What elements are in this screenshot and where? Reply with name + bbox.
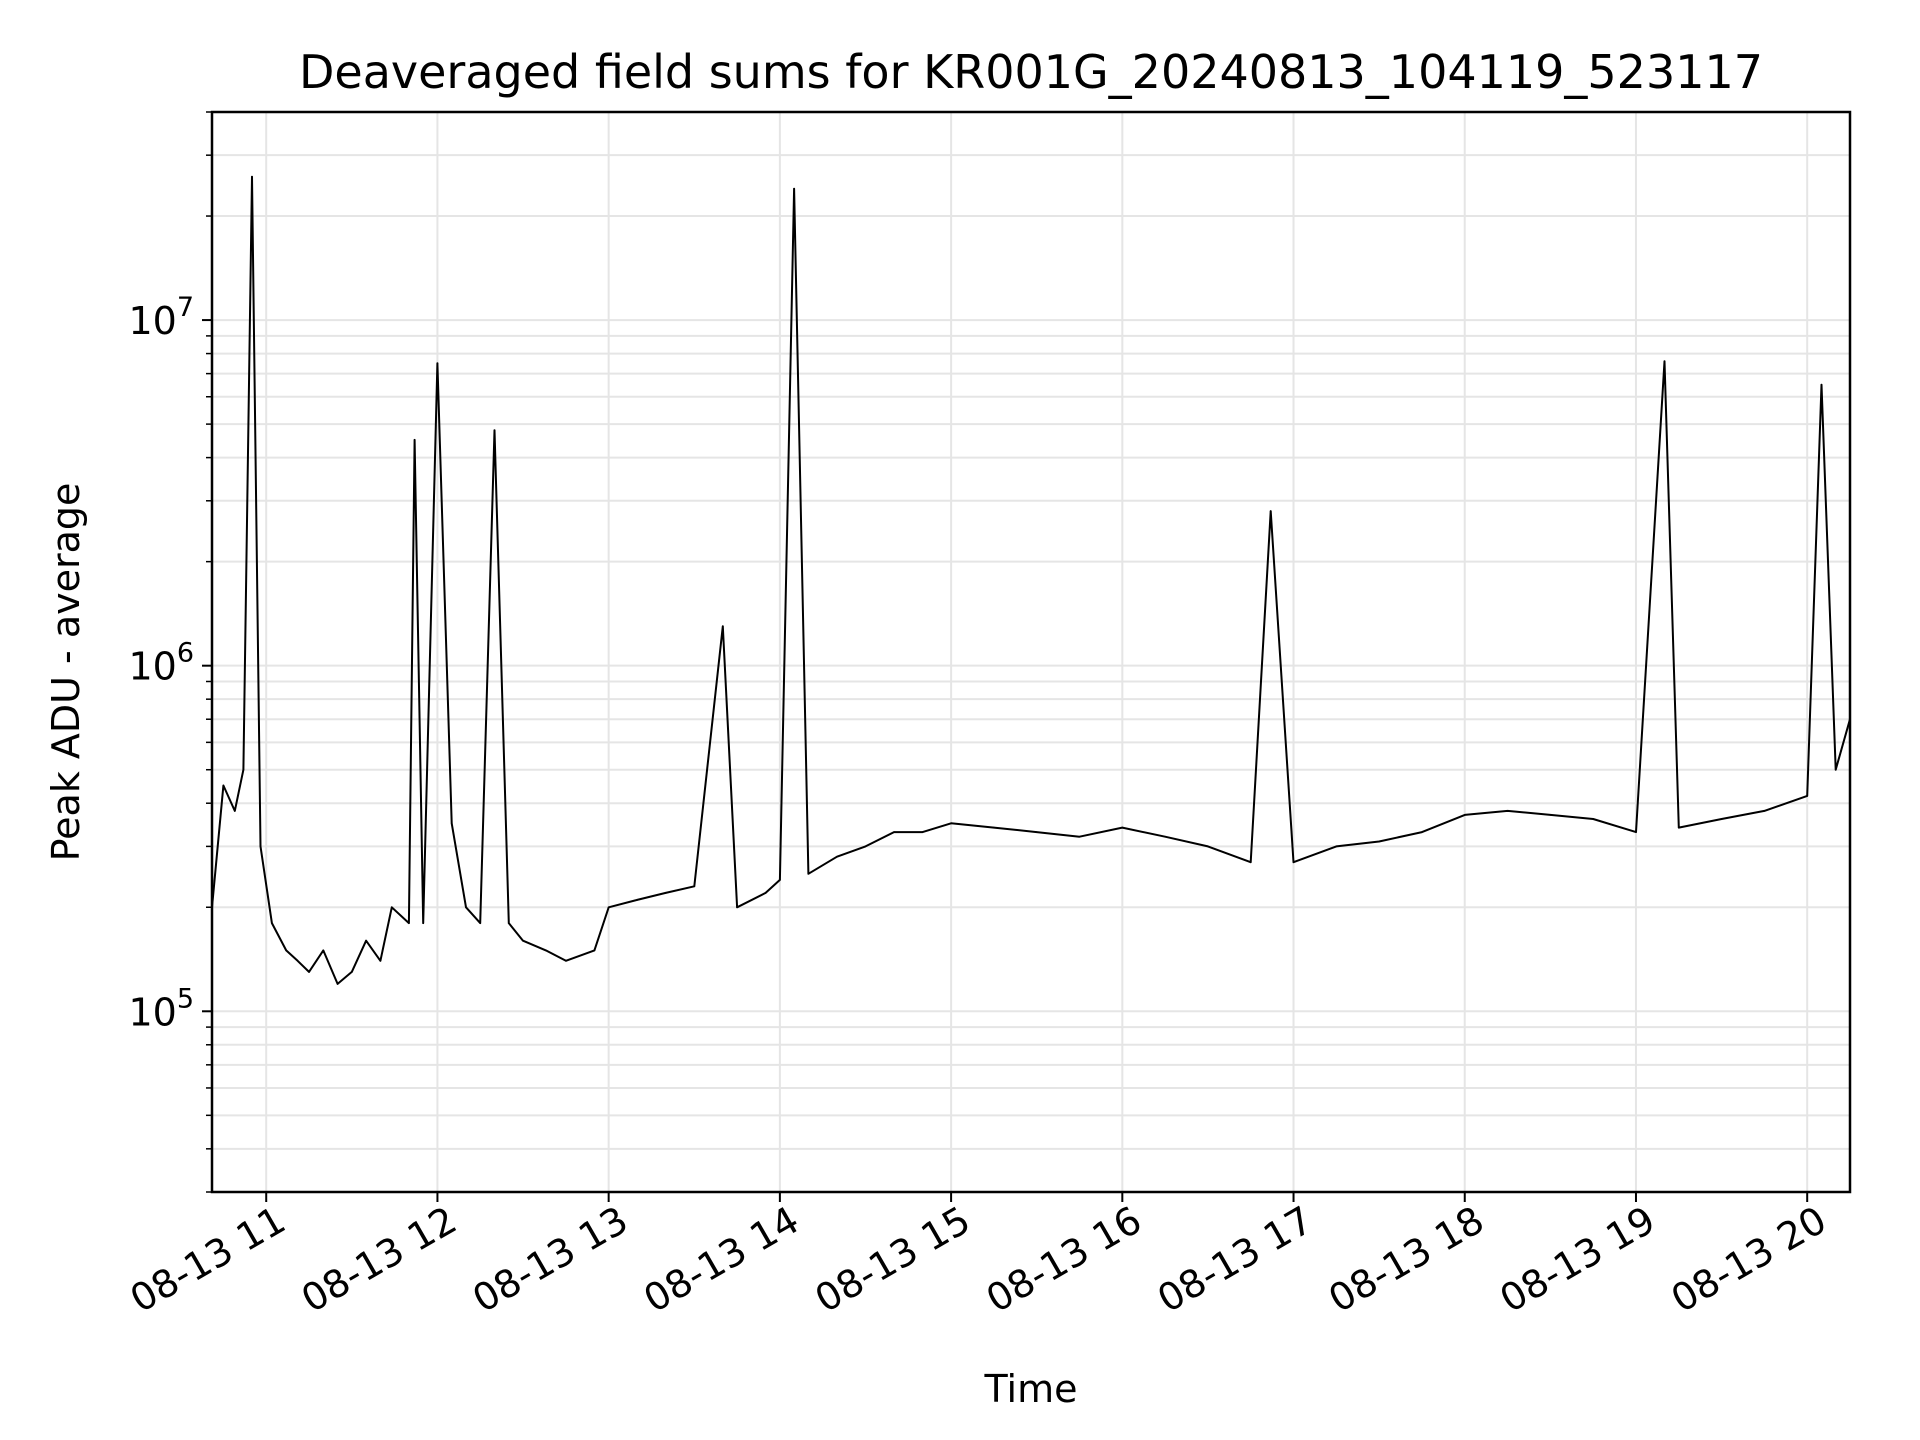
data-point <box>365 939 367 942</box>
data-point <box>1035 831 1038 833</box>
x-tick-label: 08-13 16 <box>979 1198 1149 1322</box>
data-point <box>1549 814 1552 816</box>
data-point <box>636 899 638 901</box>
data-point <box>479 922 482 924</box>
data-point <box>807 872 810 875</box>
data-point <box>222 784 225 787</box>
data-point <box>836 855 838 858</box>
data-point <box>422 922 424 924</box>
data-point <box>1292 861 1295 864</box>
data-point <box>1635 831 1637 833</box>
y-tick-label: 107 <box>128 292 194 343</box>
data-point <box>664 892 667 894</box>
chart-title: Deaveraged field sums for KR001G_2024081… <box>298 45 1764 99</box>
x-tick-label: 08-13 19 <box>1493 1198 1663 1322</box>
data-point <box>1207 845 1209 848</box>
data-point <box>413 439 416 441</box>
y-axis-label: Peak ADU - average <box>44 482 88 862</box>
data-point <box>1592 818 1594 820</box>
data-point <box>1421 831 1423 833</box>
x-tick-label: 08-13 12 <box>294 1198 464 1322</box>
data-point <box>408 922 410 924</box>
x-tick-label: 08-13 18 <box>1321 1198 1491 1322</box>
data-point <box>1806 795 1808 797</box>
data-point <box>296 959 299 962</box>
data-point <box>779 879 781 881</box>
data-point <box>1720 818 1723 820</box>
data-point <box>693 885 696 888</box>
data-point <box>793 187 795 190</box>
data-point <box>1164 835 1166 838</box>
data-point <box>1506 810 1509 812</box>
y-tick-label: 105 <box>128 983 194 1034</box>
data-point <box>607 906 610 909</box>
data-point <box>950 822 952 825</box>
data-point <box>1663 360 1666 363</box>
data-series-line <box>211 175 1851 985</box>
x-tick-label: 08-13 11 <box>123 1198 293 1322</box>
data-point <box>271 922 273 924</box>
data-point <box>1820 383 1823 386</box>
data-point <box>507 922 510 924</box>
data-point <box>450 822 453 825</box>
data-point <box>351 971 353 973</box>
data-point <box>565 959 567 962</box>
data-point <box>1078 835 1081 838</box>
data-point <box>308 971 310 973</box>
data-point <box>522 939 524 942</box>
data-point <box>242 768 245 771</box>
data-point <box>465 906 467 909</box>
data-point <box>322 949 325 952</box>
data-point <box>593 949 596 952</box>
data-point <box>379 959 382 962</box>
data-point <box>1335 845 1338 848</box>
data-point <box>921 831 924 833</box>
data-point <box>336 983 339 985</box>
data-point <box>1249 861 1252 864</box>
x-tick-label: 08-13 13 <box>465 1198 635 1322</box>
data-point <box>1834 768 1837 771</box>
plot-frame <box>210 110 1852 1194</box>
data-point <box>436 362 439 365</box>
data-point <box>1121 826 1124 829</box>
x-tick-label: 08-13 17 <box>1150 1198 1320 1322</box>
x-tick-label: 08-13 20 <box>1664 1198 1834 1322</box>
data-point <box>234 810 236 812</box>
data-point <box>251 175 253 178</box>
data-point <box>893 831 895 833</box>
data-point <box>285 949 287 952</box>
data-point <box>1763 810 1766 812</box>
data-point <box>390 906 393 909</box>
data-point <box>1463 814 1466 816</box>
data-point <box>493 429 496 432</box>
data-point <box>764 892 767 894</box>
data-point <box>722 625 724 628</box>
data-point <box>736 906 738 909</box>
data-point <box>259 845 262 848</box>
x-tick-label: 08-13 14 <box>636 1198 806 1322</box>
x-tick-label: 08-13 15 <box>808 1198 978 1322</box>
y-tick-label: 106 <box>128 638 194 689</box>
data-point <box>864 845 867 848</box>
data-point <box>545 949 547 952</box>
data-point <box>1677 826 1680 829</box>
x-axis-label: Time <box>984 1367 1078 1411</box>
data-point <box>1269 510 1272 512</box>
data-point <box>1378 840 1380 843</box>
data-point <box>993 826 995 829</box>
